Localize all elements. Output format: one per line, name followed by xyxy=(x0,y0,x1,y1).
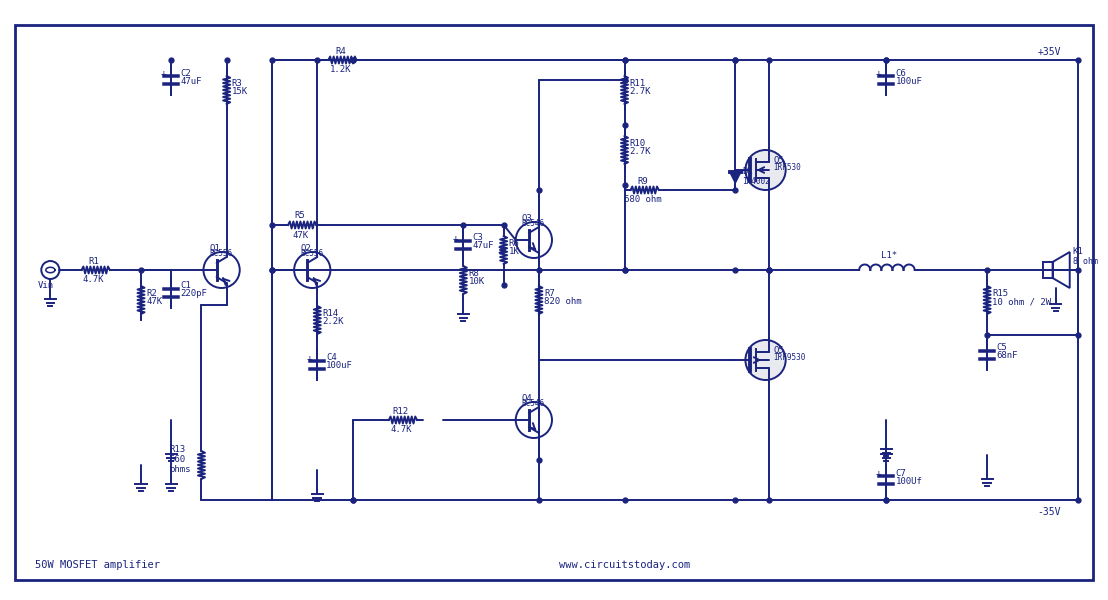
Text: 10K: 10K xyxy=(469,277,484,286)
Text: C5: C5 xyxy=(996,343,1007,352)
Text: Q5: Q5 xyxy=(773,346,784,355)
Text: R9: R9 xyxy=(637,176,648,185)
Text: 560: 560 xyxy=(170,455,185,464)
Text: 2.2K: 2.2K xyxy=(322,317,343,326)
Text: 1N4002: 1N4002 xyxy=(742,176,770,185)
Text: R4: R4 xyxy=(335,46,346,55)
Text: www.circuitstoday.com: www.circuitstoday.com xyxy=(558,560,690,570)
Text: R1: R1 xyxy=(89,257,99,265)
Text: 100uF: 100uF xyxy=(895,76,922,85)
Text: 1K: 1K xyxy=(509,247,520,257)
Text: Q1: Q1 xyxy=(209,244,220,253)
Text: R13: R13 xyxy=(170,445,185,455)
Text: +: + xyxy=(875,469,881,479)
Polygon shape xyxy=(730,172,741,183)
Circle shape xyxy=(746,150,786,190)
Text: IRF530: IRF530 xyxy=(773,163,801,173)
Text: R2: R2 xyxy=(146,289,157,298)
Text: R6: R6 xyxy=(509,238,520,247)
Text: IRF9530: IRF9530 xyxy=(773,353,806,362)
Text: Q5: Q5 xyxy=(773,155,784,164)
Text: 50W MOSFET amplifier: 50W MOSFET amplifier xyxy=(35,560,161,570)
Text: -35V: -35V xyxy=(1037,507,1061,517)
Text: R11: R11 xyxy=(629,79,646,88)
Text: C2: C2 xyxy=(181,68,191,77)
Text: K1: K1 xyxy=(1073,247,1084,257)
Text: C4: C4 xyxy=(327,353,337,362)
Text: R8: R8 xyxy=(469,269,479,277)
Text: Q4: Q4 xyxy=(522,394,533,403)
Text: R3: R3 xyxy=(232,79,243,88)
Text: Vin: Vin xyxy=(38,280,53,289)
Text: L1*: L1* xyxy=(881,251,897,260)
Text: Q3: Q3 xyxy=(522,214,533,223)
Text: BC546: BC546 xyxy=(522,400,545,409)
Text: 10 ohm / 2W: 10 ohm / 2W xyxy=(992,298,1051,307)
Text: 68nF: 68nF xyxy=(996,352,1017,361)
Text: Q2: Q2 xyxy=(300,244,311,253)
Text: R15: R15 xyxy=(992,289,1008,298)
Text: R10: R10 xyxy=(629,139,646,148)
Text: BC556: BC556 xyxy=(209,250,233,259)
Text: +: + xyxy=(452,234,458,244)
Text: ohms: ohms xyxy=(170,464,191,473)
Text: BC546: BC546 xyxy=(522,220,545,229)
Text: 4.7K: 4.7K xyxy=(83,275,104,284)
Text: C7: C7 xyxy=(895,469,906,478)
Text: +: + xyxy=(306,354,312,364)
Text: 820 ohm: 820 ohm xyxy=(544,298,582,307)
Text: D1: D1 xyxy=(742,167,753,176)
Text: C3: C3 xyxy=(472,233,483,242)
Text: R12: R12 xyxy=(393,407,409,415)
Text: 4.7K: 4.7K xyxy=(390,425,412,434)
Text: +: + xyxy=(875,69,881,79)
Text: 47K: 47K xyxy=(293,230,308,239)
Text: C6: C6 xyxy=(895,68,906,77)
Text: 15K: 15K xyxy=(232,88,248,97)
Text: R5: R5 xyxy=(295,211,306,220)
Text: 47uF: 47uF xyxy=(181,76,202,85)
Text: 47uF: 47uF xyxy=(472,241,494,251)
Text: 100uF: 100uF xyxy=(327,361,353,370)
Text: 680 ohm: 680 ohm xyxy=(624,196,661,205)
Text: +: + xyxy=(161,69,166,79)
Text: 2.7K: 2.7K xyxy=(629,88,652,97)
Text: 2.7K: 2.7K xyxy=(629,148,652,157)
Text: R14: R14 xyxy=(322,308,338,317)
Text: BC556: BC556 xyxy=(300,250,324,259)
Text: R7: R7 xyxy=(544,289,555,298)
Text: 100Uf: 100Uf xyxy=(895,476,922,485)
Circle shape xyxy=(746,340,786,380)
Text: +35V: +35V xyxy=(1037,47,1061,57)
Text: C1: C1 xyxy=(181,281,191,290)
Text: 8 ohm: 8 ohm xyxy=(1073,257,1098,266)
Text: 1.2K: 1.2K xyxy=(330,65,351,74)
Text: 220pF: 220pF xyxy=(181,289,207,298)
Text: 47K: 47K xyxy=(146,298,162,307)
